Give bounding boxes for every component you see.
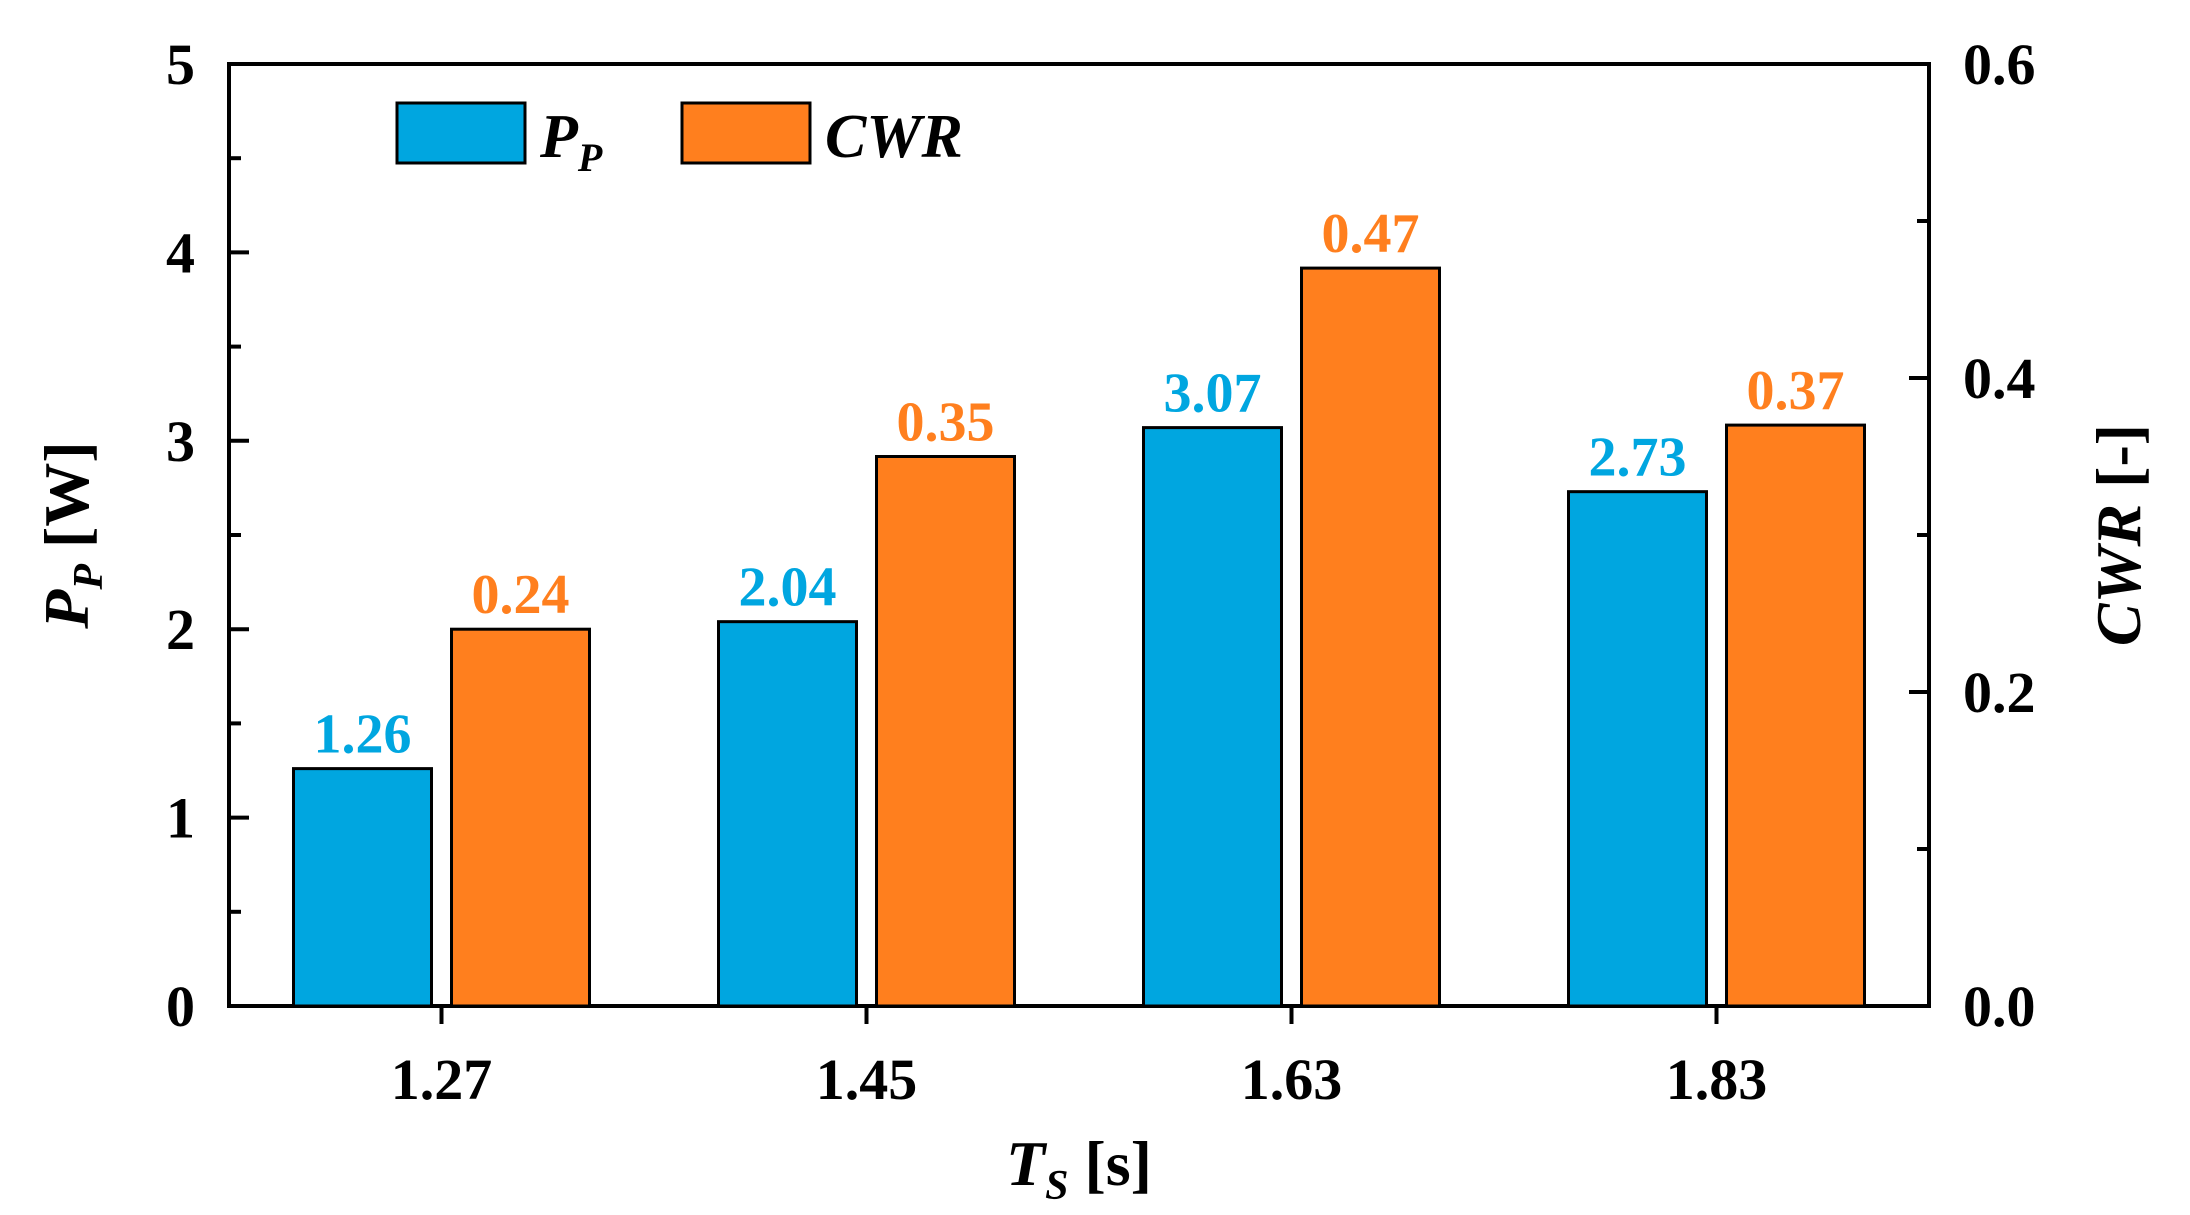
- data-label-cwr-1.27: 0.24: [472, 564, 570, 626]
- y-left-tick-label-0: 0: [166, 974, 195, 1039]
- y-left-tick-label-2: 2: [166, 597, 195, 662]
- y-right-tick-label-0.6: 0.6: [1963, 32, 2036, 97]
- bar-cwr-1.83: [1725, 423, 1866, 1008]
- data-label-cwr-1.63: 0.47: [1322, 203, 1420, 265]
- bar-pp-1.83: [1567, 490, 1708, 1008]
- y-left-tick-label-5: 5: [166, 32, 195, 97]
- legend: PP CWR: [395, 101, 963, 180]
- y-right-tick-label-0.2: 0.2: [1963, 660, 2036, 725]
- ticks-layer: [229, 62, 1929, 1024]
- y-right-tick-label-0.4: 0.4: [1963, 346, 2036, 411]
- x-axis-title: TS [s]: [1006, 1128, 1152, 1209]
- bar-pp-1.27: [292, 767, 433, 1008]
- data-label-cwr-1.83: 0.37: [1747, 360, 1845, 422]
- x-tick-label-1.27: 1.27: [391, 1047, 493, 1112]
- y-left-tick-label-4: 4: [166, 220, 195, 285]
- x-tick-label-1.45: 1.45: [816, 1047, 918, 1112]
- legend-swatch-cwr: [680, 101, 812, 165]
- legend-label-pp: PP: [539, 103, 603, 180]
- y-left-tick-label-3: 3: [166, 409, 195, 474]
- labels-layer: 1.260.241.272.040.351.453.070.471.632.73…: [166, 32, 2036, 1112]
- bars-layer: [292, 266, 1866, 1008]
- x-tick-label-1.63: 1.63: [1241, 1047, 1343, 1112]
- y-axis-right-title: CWR [-]: [2083, 424, 2154, 646]
- legend-label-cwr: CWR: [825, 103, 963, 171]
- data-label-cwr-1.45: 0.35: [897, 392, 995, 454]
- x-tick-label-1.83: 1.83: [1666, 1047, 1768, 1112]
- bar-cwr-1.45: [875, 455, 1016, 1008]
- y-left-tick-label-1: 1: [166, 786, 195, 851]
- y-right-tick-label-0.0: 0.0: [1963, 974, 2036, 1039]
- bar-cwr-1.27: [450, 627, 591, 1008]
- data-label-pp-1.27: 1.26: [314, 704, 412, 766]
- bar-pp-1.45: [717, 620, 858, 1008]
- data-label-pp-1.63: 3.07: [1164, 363, 1262, 425]
- data-label-pp-1.83: 2.73: [1589, 427, 1687, 489]
- bar-cwr-1.63: [1300, 266, 1441, 1008]
- legend-swatch-pp: [395, 101, 527, 165]
- data-label-pp-1.45: 2.04: [739, 557, 837, 619]
- bar-pp-1.63: [1142, 426, 1283, 1008]
- y-axis-left-title: PP [W]: [31, 441, 112, 629]
